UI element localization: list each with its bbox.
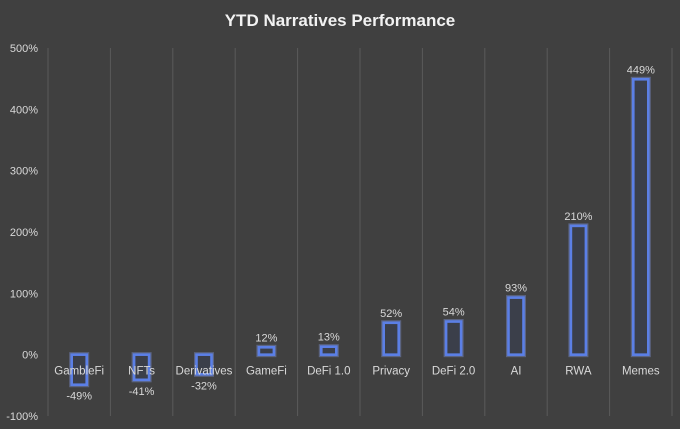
y-tick-label: 400% <box>10 104 38 116</box>
y-tick-label: -100% <box>6 411 38 423</box>
data-label: 13% <box>318 332 340 344</box>
bar <box>319 345 338 356</box>
data-label: -32% <box>191 380 217 392</box>
data-label: 54% <box>443 307 465 319</box>
category-label: AI <box>511 366 522 378</box>
data-label: 93% <box>505 283 527 295</box>
data-label: 12% <box>255 332 277 344</box>
data-labels: -49% -41% -32% 12% 13% 52% 54% 93% 210% 449% <box>66 64 655 402</box>
bar <box>631 77 650 356</box>
bar <box>70 353 88 387</box>
data-label: 210% <box>564 211 592 223</box>
category-label: Derivatives <box>176 366 233 378</box>
y-tick-label: 500% <box>10 43 38 55</box>
category-label: Privacy <box>372 366 410 378</box>
y-tick-label: 300% <box>10 166 38 178</box>
category-label: DeFi 2.0 <box>432 366 475 378</box>
category-label: RWA <box>565 366 592 378</box>
y-axis-ticks: -100% 0% 100% 200% 300% 400% 500% <box>6 43 38 423</box>
category-label: Memes <box>622 366 660 378</box>
data-label: -49% <box>66 391 92 403</box>
category-label: DeFi 1.0 <box>307 366 350 378</box>
x-axis-labels: GambleFi NFTs Derivatives GameFi DeFi 1.0 Pri… <box>54 366 660 378</box>
chart-title: YTD Narratives Performance <box>225 11 456 30</box>
data-label: 449% <box>627 64 655 76</box>
bars <box>69 76 651 388</box>
y-tick-label: 200% <box>10 227 38 239</box>
bar <box>257 346 276 356</box>
y-tick-label: 0% <box>22 350 38 362</box>
grid-lines <box>47 48 673 416</box>
bar <box>132 353 151 382</box>
data-label: -41% <box>129 386 155 398</box>
category-label: NFTs <box>128 366 155 378</box>
bar <box>444 320 463 356</box>
category-label: GameFi <box>246 366 287 378</box>
category-label: GambleFi <box>54 366 104 378</box>
bar <box>195 353 213 376</box>
y-tick-label: 100% <box>10 288 38 300</box>
bar <box>507 296 525 356</box>
data-label: 52% <box>380 308 402 320</box>
bar <box>382 321 401 356</box>
bar <box>569 224 588 356</box>
